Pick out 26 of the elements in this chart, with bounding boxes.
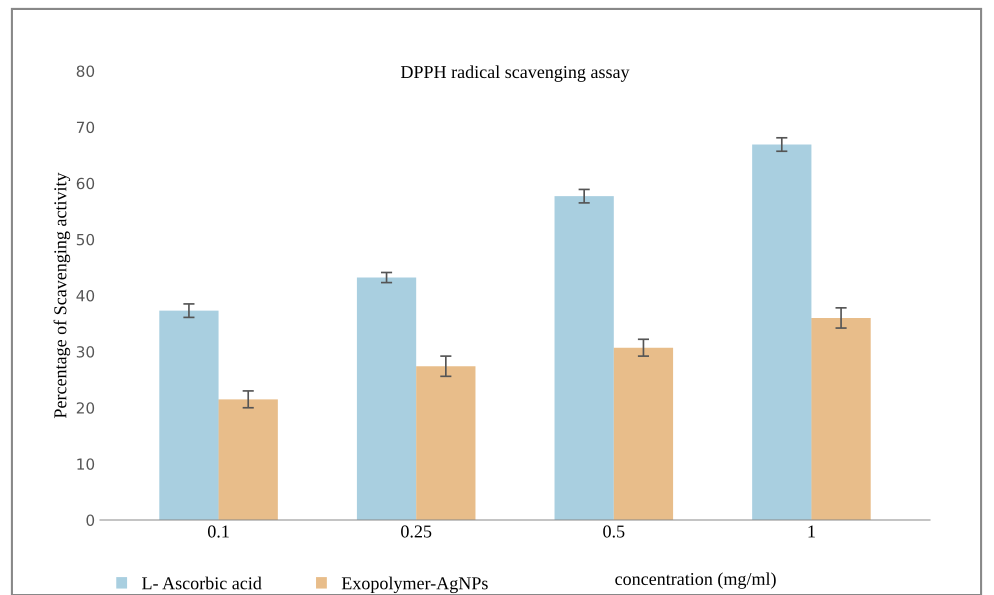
y-axis-title: Percentage of Scavenging activity	[54, 172, 70, 418]
bar	[614, 348, 674, 520]
bar	[159, 310, 219, 520]
y-tick-label: 60	[76, 178, 94, 190]
chart-title: DPPH radical scavenging assay	[400, 65, 630, 82]
legend-label: L- Ascorbic acid	[142, 576, 262, 590]
y-tick-label: 20	[76, 402, 94, 414]
y-tick-label: 40	[76, 290, 94, 302]
x-tick-label: 0.1	[208, 525, 229, 538]
y-tick-label: 0	[86, 514, 94, 526]
bar	[811, 318, 871, 520]
x-tick-label: 0.5	[603, 525, 624, 538]
bar	[356, 278, 416, 520]
y-tick-label: 10	[77, 458, 94, 470]
y-tick-label: 50	[76, 234, 94, 246]
x-tick-label: 0.25	[401, 525, 432, 538]
bar	[416, 366, 476, 520]
bar	[554, 196, 614, 520]
bar	[752, 144, 812, 520]
y-tick-label: 30	[76, 346, 94, 358]
bar	[218, 399, 278, 520]
x-tick-label: 1	[808, 525, 815, 538]
x-axis-title: concentration (mg/ml)	[615, 572, 776, 589]
y-tick-label: 80	[76, 65, 94, 78]
legend-label: Exopolymer-AgNPs	[342, 576, 488, 594]
y-tick-label: 70	[76, 122, 94, 134]
